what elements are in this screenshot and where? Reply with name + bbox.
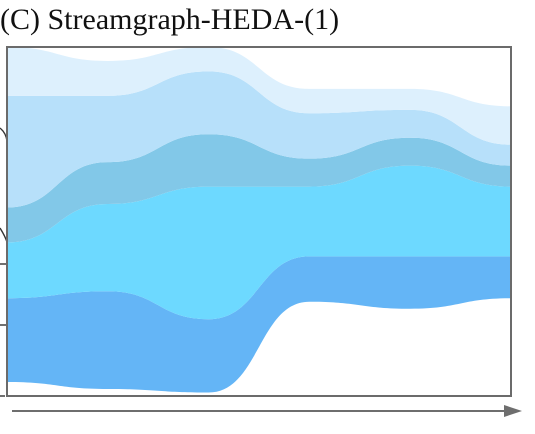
- left-edge-mark-1: [0, 127, 8, 142]
- left-edge-mark-2: [0, 227, 8, 243]
- stream-layer-2: [7, 165, 511, 320]
- stream-layer-3: [7, 134, 511, 243]
- x-axis-arrow: [12, 405, 522, 417]
- stream-layer-1: [7, 256, 511, 393]
- plot-frame: [6, 46, 512, 397]
- figure-title: (C) Streamgraph-HEDA-(1): [0, 3, 340, 36]
- left-edge-connector-marks: [0, 127, 8, 397]
- stream-layer-4: [7, 71, 511, 208]
- stream-layer-5: [7, 47, 511, 145]
- stream-layers: [7, 47, 511, 393]
- x-axis-arrowhead: [504, 405, 522, 417]
